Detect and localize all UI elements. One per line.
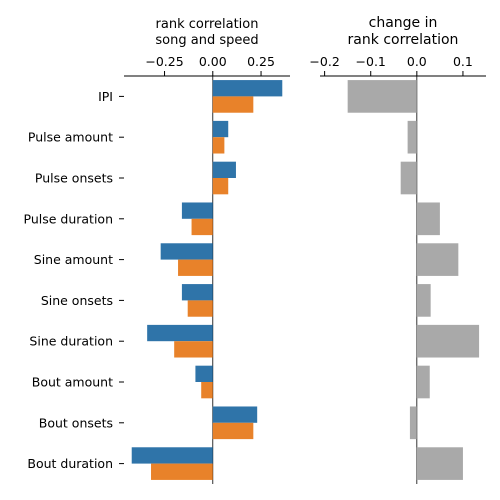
bar-bout-amount-series-1 [195, 365, 213, 382]
x-tick-label: −0.1 [356, 54, 386, 69]
bar-sine-onsets-series-2 [187, 300, 213, 317]
bar-ipi-series-1 [212, 80, 283, 97]
x-tick-label: 0.1 [453, 54, 473, 69]
bar-bout-onsets [409, 406, 417, 440]
bar-sine-amount [416, 243, 459, 276]
bar-pulse-duration [416, 202, 440, 236]
bar-bout-onsets-series-2 [212, 422, 254, 440]
x-tick-label: 0.25 [247, 54, 275, 69]
category-label-pulse-onsets: Pulse onsets [35, 171, 113, 186]
bar-pulse-duration-series-1 [181, 202, 213, 219]
category-label-sine-onsets: Sine onsets [41, 293, 113, 308]
category-label-sine-amount: Sine amount [34, 252, 113, 267]
bar-sine-duration [416, 324, 480, 358]
x-tick-label: −0.25 [145, 54, 183, 69]
bar-bout-duration [416, 447, 463, 480]
bar-bout-amount [416, 365, 430, 399]
bar-bout-onsets-series-1 [212, 406, 258, 423]
bar-ipi [347, 80, 417, 113]
bar-pulse-amount-series-2 [212, 137, 225, 154]
bar-sine-onsets-series-1 [181, 284, 213, 301]
x-tick-label: 0.0 [407, 54, 427, 69]
bar-pulse-amount [407, 120, 417, 154]
bar-bout-duration-series-1 [131, 447, 213, 464]
chart-title-line: rank correlation [156, 17, 259, 32]
bar-pulse-onsets [400, 161, 417, 195]
bar-sine-amount-series-2 [178, 259, 213, 276]
category-label-ipi: IPI [98, 89, 113, 104]
bar-sine-onsets [416, 284, 431, 317]
category-label-sine-duration: Sine duration [29, 334, 113, 349]
bar-sine-duration-series-1 [147, 324, 213, 342]
chart-title-line: change in [369, 15, 438, 31]
bar-sine-amount-series-1 [160, 243, 213, 260]
bar-pulse-duration-series-2 [191, 218, 213, 236]
category-label-pulse-duration: Pulse duration [24, 211, 114, 226]
chart-title-line: rank correlation [348, 32, 459, 48]
category-label-bout-onsets: Bout onsets [39, 415, 113, 430]
bar-ipi-series-2 [212, 96, 254, 113]
category-label-bout-amount: Bout amount [32, 375, 113, 390]
category-label-bout-duration: Bout duration [27, 456, 113, 471]
bar-bout-amount-series-2 [201, 382, 213, 399]
bar-pulse-onsets-series-1 [212, 161, 236, 178]
bar-pulse-onsets-series-2 [212, 178, 229, 195]
bar-sine-duration-series-2 [174, 341, 213, 358]
bar-pulse-amount-series-1 [212, 120, 229, 138]
category-label-pulse-amount: Pulse amount [28, 130, 113, 145]
x-tick-label: −0.2 [309, 54, 339, 69]
bar-bout-duration-series-2 [151, 463, 213, 480]
chart-title-line: song and speed [155, 33, 258, 48]
x-tick-label: 0.00 [199, 54, 227, 69]
